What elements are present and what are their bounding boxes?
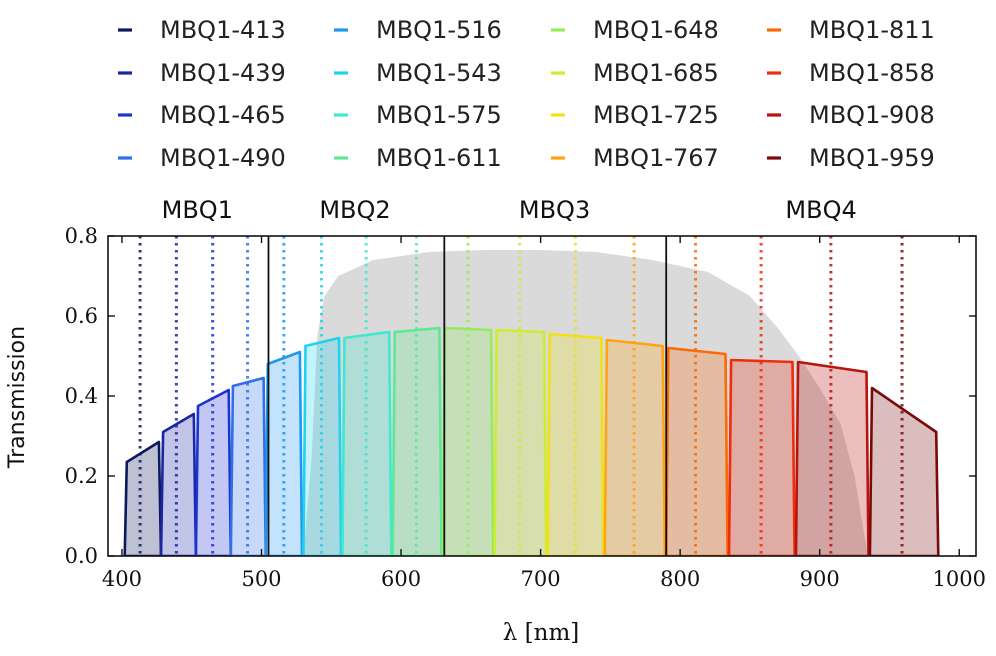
x-tick-label: 900 [800, 567, 840, 591]
legend-entry-mbq1-648: MBQ1-648 [593, 16, 719, 44]
x-tick-label: 800 [660, 567, 700, 591]
legend: MBQ1-413 MBQ1-439 MBQ1-465 MBQ1-490 MBQ1-516… [118, 16, 935, 172]
legend-entry-mbq1-725: MBQ1-725 [593, 101, 719, 129]
legend-entry-mbq1-465: MBQ1-465 [160, 101, 286, 129]
legend-entry-mbq1-439: MBQ1-439 [160, 59, 286, 87]
y-tick-label: 0.6 [65, 304, 98, 328]
legend-entry-mbq1-490: MBQ1-490 [160, 144, 286, 172]
legend-entry-mbq1-611: MBQ1-611 [376, 144, 502, 172]
band-mbq1-439 [159, 412, 198, 556]
legend-entry-mbq1-413: MBQ1-413 [160, 16, 286, 44]
legend-entry-mbq1-908: MBQ1-908 [809, 101, 935, 129]
axes: 400 500 600 700 800 900 1000 0.0 0.2 0.4 0.6 0.8 [65, 224, 986, 591]
legend-entry-mbq1-959: MBQ1-959 [809, 144, 935, 172]
band-mbq1-413 [123, 440, 163, 556]
band-mbq1-611 [391, 326, 443, 556]
group-label-mbq4: MBQ4 [785, 196, 856, 224]
band-mbq1-908 [794, 360, 870, 556]
group-label-mbq1: MBQ1 [162, 196, 233, 224]
legend-entry-mbq1-575: MBQ1-575 [376, 101, 502, 129]
group-label-mbq2: MBQ2 [319, 196, 390, 224]
group-boundaries-layer [267, 236, 668, 556]
band-mbq1-811 [664, 346, 729, 556]
legend-entry-mbq1-858: MBQ1-858 [809, 59, 935, 87]
legend-entry-mbq1-685: MBQ1-685 [593, 59, 719, 87]
x-tick-label: 1000 [933, 567, 986, 591]
group-label-mbq3: MBQ3 [519, 196, 590, 224]
band-mbq1-465 [194, 388, 233, 556]
x-tick-label: 700 [521, 567, 561, 591]
legend-entry-mbq1-516: MBQ1-516 [376, 16, 502, 44]
y-tick-label: 0.0 [65, 544, 98, 568]
band-mbq1-575 [341, 330, 393, 556]
band-mbq1-725 [546, 332, 605, 556]
legend-entry-mbq1-767: MBQ1-767 [593, 144, 719, 172]
band-mbq1-685 [493, 328, 548, 556]
y-tick-label: 0.2 [65, 464, 98, 488]
plot-area [123, 236, 940, 556]
x-tick-label: 600 [381, 567, 421, 591]
band-mbq1-858 [727, 358, 796, 556]
x-tick-label: 500 [241, 567, 281, 591]
band-mbq1-959 [868, 386, 940, 556]
y-tick-label: 0.4 [65, 384, 98, 408]
legend-entry-mbq1-543: MBQ1-543 [376, 59, 502, 87]
group-labels: MBQ1 MBQ2 MBQ3 MBQ4 [162, 196, 857, 224]
y-tick-label: 0.8 [65, 224, 98, 248]
x-axis-label: λ [nm] [503, 620, 579, 646]
center-lines-layer [138, 236, 904, 556]
bands-layer [123, 326, 940, 556]
legend-entry-mbq1-811: MBQ1-811 [809, 16, 935, 44]
y-axis-label: Transmission [5, 326, 30, 469]
x-tick-label: 400 [102, 567, 142, 591]
